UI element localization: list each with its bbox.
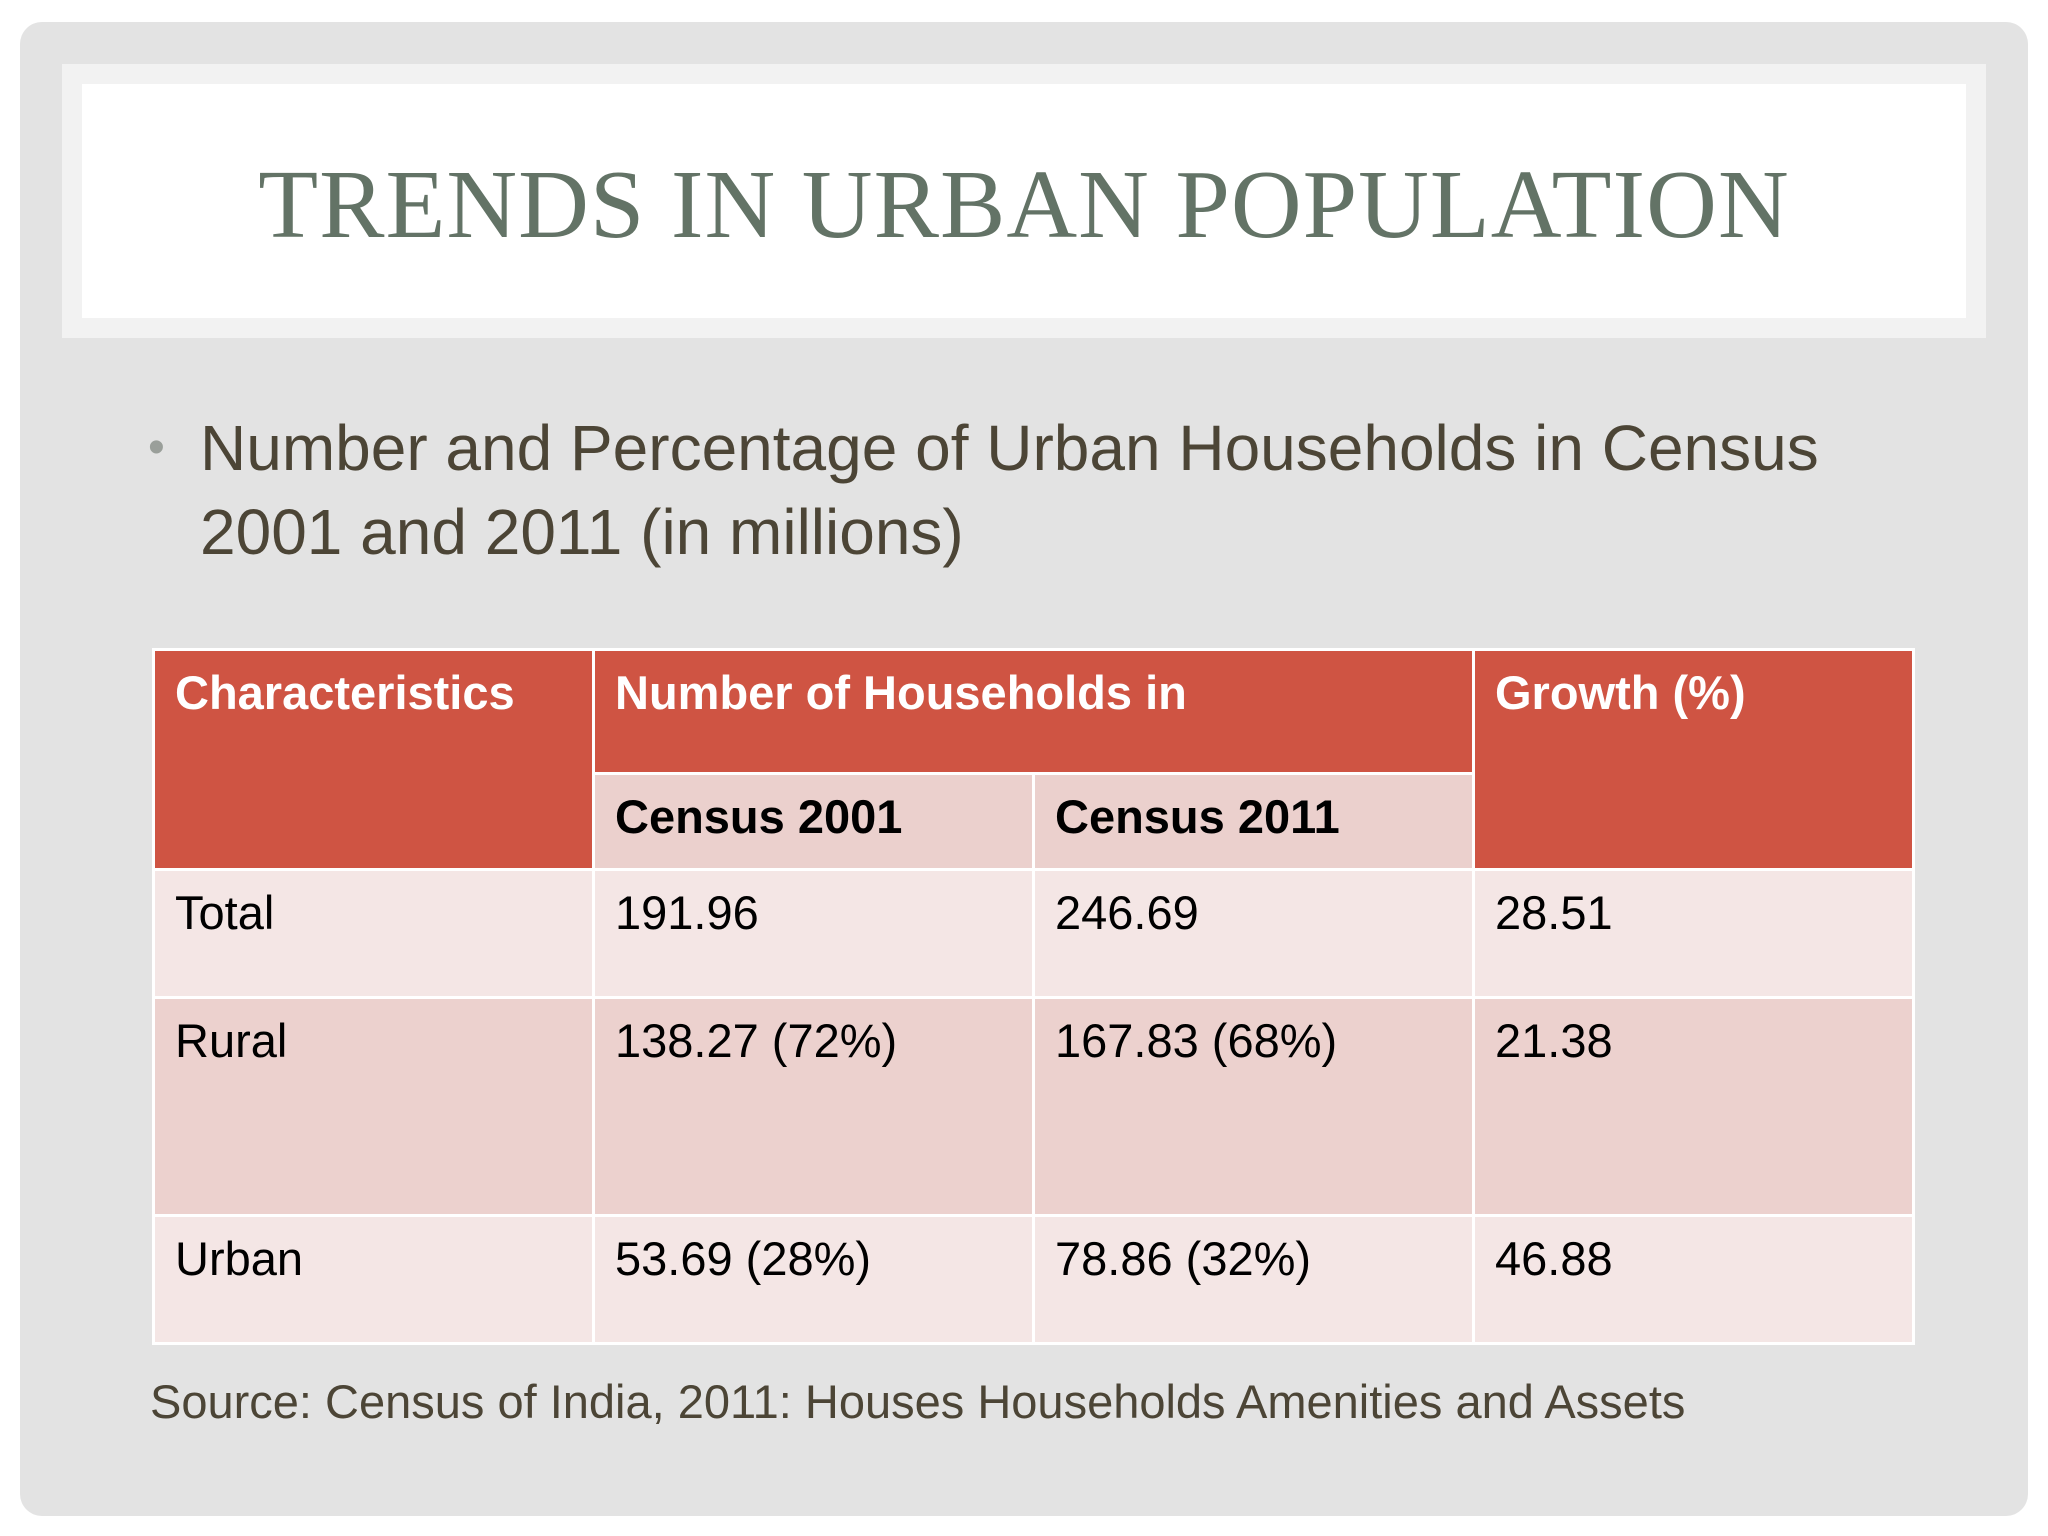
cell-census-2011: 246.69 [1032, 868, 1475, 999]
source-note: Source: Census of India, 2011: Houses Ho… [150, 1375, 1686, 1428]
slide-title: Trends in Urban Population [258, 151, 1790, 259]
cell-label: Urban [152, 1214, 595, 1345]
header-households: Number of Households in [592, 648, 1475, 775]
header-characteristics: Characteristics [152, 648, 595, 871]
table-subheader-row: Census 2001 Census 2011 [154, 772, 1914, 871]
bullet-item: • Number and Percentage of Urban Househo… [148, 406, 1908, 574]
cell-census-2001: 138.27 (72%) [592, 996, 1035, 1217]
table-row-rural: Rural 138.27 (72%) 167.83 (68%) 21.38 [152, 996, 1915, 1217]
title-band: Trends in Urban Population [62, 64, 1986, 338]
subheader-census-2011: Census 2011 [1032, 772, 1475, 871]
bullet-text: Number and Percentage of Urban Household… [200, 412, 1819, 568]
cell-label: Rural [152, 996, 595, 1217]
slide: Trends in Urban Population • Number and … [20, 22, 2028, 1516]
cell-growth: 46.88 [1472, 1214, 1915, 1345]
header-growth: Growth (%) [1472, 648, 1915, 871]
households-table: Characteristics Number of Households in … [152, 648, 1915, 1345]
cell-census-2001: 53.69 (28%) [592, 1214, 1035, 1345]
table-row-total: Total 191.96 246.69 28.51 [152, 868, 1915, 999]
cell-census-2001: 191.96 [592, 868, 1035, 999]
subheader-census-2001: Census 2001 [592, 772, 1035, 871]
cell-census-2011: 78.86 (32%) [1032, 1214, 1475, 1345]
cell-growth: 28.51 [1472, 868, 1915, 999]
households-table-wrapper: Characteristics Number of Households in … [152, 648, 1915, 1345]
table-row-urban: Urban 53.69 (28%) 78.86 (32%) 46.88 [152, 1214, 1915, 1345]
table-header-row: Characteristics Number of Households in … [152, 648, 1915, 871]
cell-growth: 21.38 [1472, 996, 1915, 1217]
bullet-dot-icon: • [148, 421, 165, 474]
cell-label: Total [152, 868, 595, 999]
cell-census-2011: 167.83 (68%) [1032, 996, 1475, 1217]
title-box: Trends in Urban Population [82, 84, 1966, 318]
